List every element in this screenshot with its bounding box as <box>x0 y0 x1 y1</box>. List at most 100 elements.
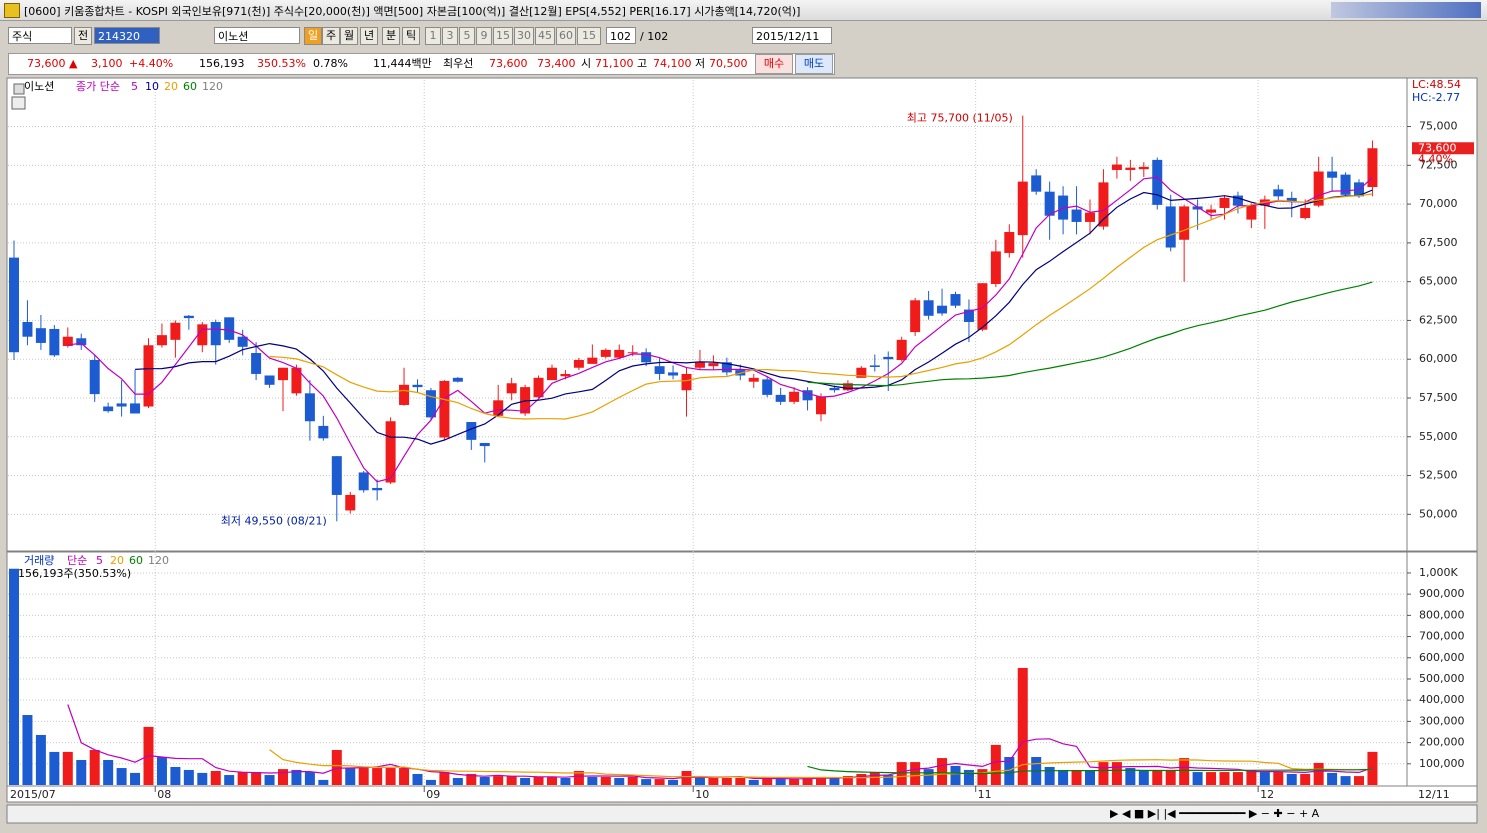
interval-button[interactable]: 9 <box>476 27 492 45</box>
moving-average <box>269 749 1373 779</box>
volume-bar <box>452 778 463 785</box>
y-tick-label: 1,000K <box>1419 566 1458 579</box>
candle-body <box>775 394 786 402</box>
count-input[interactable]: 102 <box>606 27 636 44</box>
scroll-controls[interactable]: ▶ ◀ ■ ▶| |◀ ━━━━━━━━━━ ▶ − ✚ − + A <box>1110 807 1320 820</box>
interval-button[interactable]: 60 <box>556 27 576 45</box>
volume-bar <box>62 751 73 785</box>
x-tick-label: 10 <box>695 788 709 801</box>
candle-body <box>466 422 477 440</box>
best-label: 최우선 <box>443 57 474 70</box>
candle-body <box>130 403 141 414</box>
scrollbar[interactable] <box>6 804 1478 824</box>
moving-average <box>135 189 1373 445</box>
interval-button[interactable]: 5 <box>459 27 475 45</box>
candle-body <box>116 403 127 407</box>
interval-button[interactable]: 15 <box>493 27 513 45</box>
volume-bar <box>748 779 759 785</box>
change-rate: +4.40% <box>129 57 174 70</box>
interval-select[interactable]: 15 <box>577 27 601 45</box>
volume-bar <box>1044 766 1055 785</box>
interval-button[interactable]: 3 <box>442 27 458 45</box>
x-tick-label: 12/11 <box>1418 788 1450 801</box>
y-tick-label: 72,500 <box>1419 158 1458 171</box>
y-tick-label: 57,500 <box>1419 391 1458 404</box>
lc-label: LC:48.54 <box>1412 78 1461 91</box>
volume-bar <box>694 778 705 785</box>
turnover: 0.78% <box>313 57 348 70</box>
period-button[interactable]: 월 <box>340 27 358 45</box>
legend-label: 종가 단순 <box>76 80 120 93</box>
interval-button[interactable]: 1 <box>425 27 441 45</box>
candle-body <box>842 383 853 391</box>
volume-bar <box>627 776 638 785</box>
interval-button[interactable]: 30 <box>514 27 534 45</box>
volume-bar <box>345 768 356 785</box>
period-button[interactable]: 주 <box>322 27 340 45</box>
candle-body <box>1165 206 1176 248</box>
stock-name[interactable]: 이노션 <box>214 27 300 44</box>
window-buttons[interactable] <box>1331 2 1481 18</box>
x-tick-label: 08 <box>157 788 171 801</box>
legend-box <box>13 83 25 95</box>
candle-body <box>587 357 598 364</box>
candle-body <box>694 362 705 368</box>
y-tick-label: 500,000 <box>1419 672 1465 685</box>
volume-bar <box>573 771 584 785</box>
candle-body <box>183 315 194 319</box>
sell-button[interactable]: 매도 <box>795 54 833 74</box>
all-button[interactable]: 전 <box>74 27 92 45</box>
volume-bar <box>358 768 369 785</box>
low-annotation: 최저 49,550 (08/21) <box>221 514 327 527</box>
market-select[interactable]: 주식 <box>8 27 72 44</box>
volume-bar <box>318 779 329 785</box>
count-total: / 102 <box>640 30 669 43</box>
candle-body <box>1138 166 1149 170</box>
volume-bar <box>224 775 235 785</box>
price: 73,600 <box>27 57 66 70</box>
volume-bar <box>1004 757 1015 785</box>
low: 70,500 <box>709 57 748 70</box>
buy-button[interactable]: 매수 <box>755 54 793 74</box>
grid-icon[interactable] <box>11 96 26 110</box>
y-tick-label: 62,500 <box>1419 313 1458 326</box>
volume-label: 156,193주(350.53%) <box>18 567 131 580</box>
candle-body <box>251 353 262 374</box>
volume-bar <box>1152 769 1163 785</box>
period-button[interactable]: 일 <box>304 27 322 45</box>
candle-body <box>493 400 504 416</box>
change-arrow: ▲ <box>69 57 78 70</box>
candle-body <box>1017 181 1028 236</box>
volume-bar <box>412 773 423 785</box>
legend-period: 120 <box>202 80 223 93</box>
volume-bar <box>775 779 786 785</box>
volume-bar <box>937 758 948 785</box>
candle-body <box>49 328 60 356</box>
candle-body <box>923 300 934 316</box>
candle-body <box>614 349 625 358</box>
code-input[interactable]: 214320 <box>94 27 160 44</box>
volume-bar <box>923 769 934 785</box>
period-button[interactable]: 년 <box>360 27 378 45</box>
candle-body <box>237 336 248 347</box>
legend-period: 60 <box>129 554 143 567</box>
volume-bar <box>681 771 692 785</box>
period-button[interactable]: 분 <box>382 27 400 45</box>
candle-body <box>668 372 679 376</box>
interval-button[interactable]: 45 <box>535 27 555 45</box>
legend-period: 5 <box>96 554 103 567</box>
ask: 73,600 <box>489 57 528 70</box>
volume-bar <box>1085 771 1095 785</box>
volume-bar <box>977 769 988 785</box>
volume-bar <box>1058 769 1069 785</box>
volume-bar <box>103 759 114 785</box>
volume-bar <box>587 776 598 785</box>
volume-bar <box>1125 768 1136 785</box>
candle-body <box>1152 159 1163 205</box>
volume-bar <box>614 778 625 785</box>
date-input[interactable]: 2015/12/11 <box>752 27 832 44</box>
candle-body <box>304 393 315 422</box>
volume-bar <box>35 734 46 785</box>
period-button[interactable]: 틱 <box>402 27 420 45</box>
